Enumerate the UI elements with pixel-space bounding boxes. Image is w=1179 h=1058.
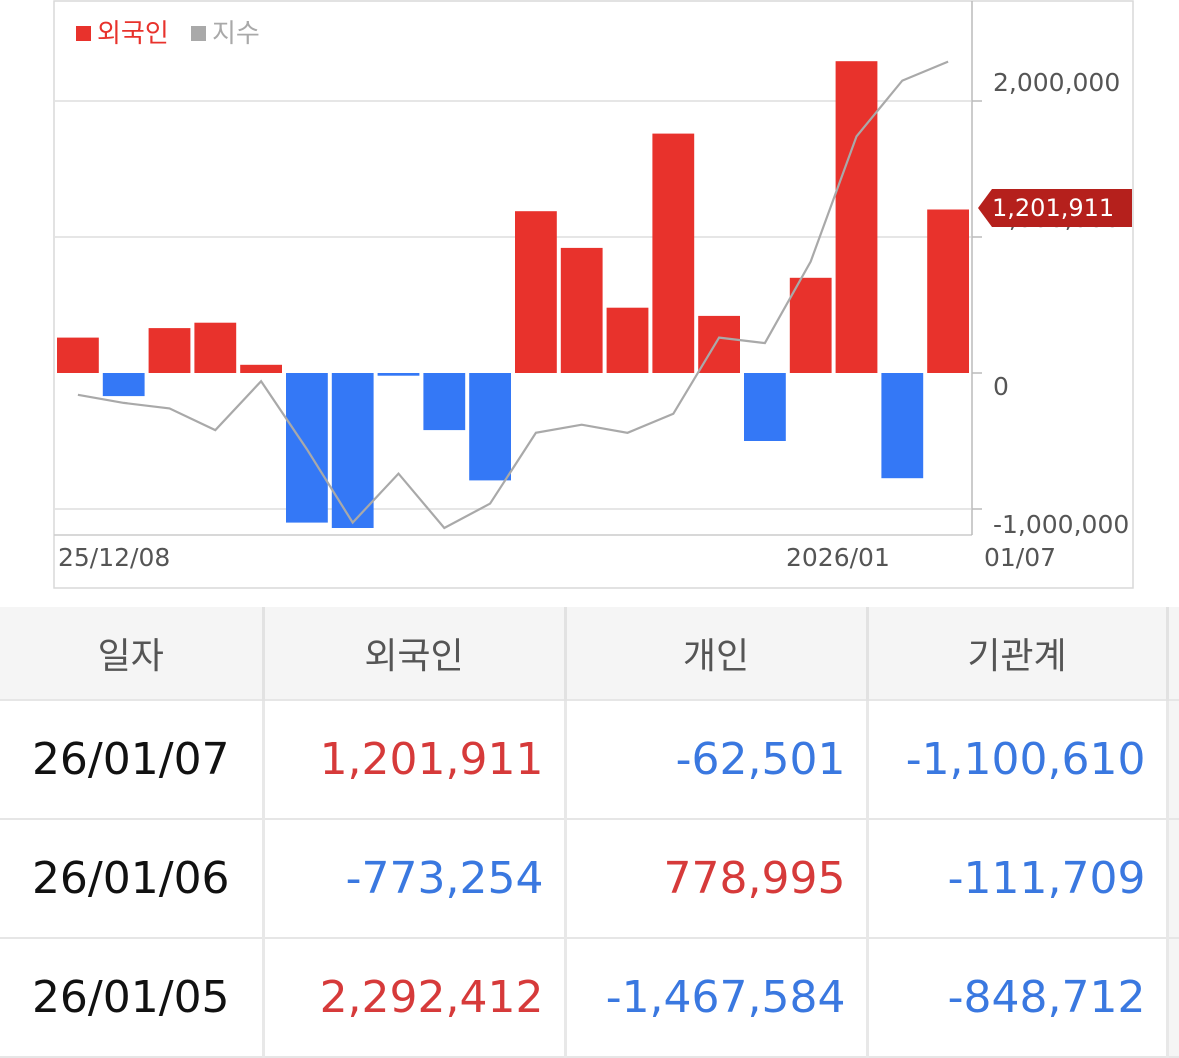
individual-cell: -1,467,584 xyxy=(565,938,869,1058)
bar-foreign xyxy=(789,277,832,373)
x-label-end: 01/07 xyxy=(984,543,1056,572)
bar-foreign xyxy=(331,373,374,528)
x-label-start: 25/12/08 xyxy=(58,543,170,572)
y-tick-label: -1,000,000 xyxy=(993,510,1129,539)
institution-cell: -111,709 xyxy=(867,819,1169,939)
table-row: 26/01/07 1,201,911 -62,501 -1,100,610 xyxy=(0,700,1179,820)
legend-swatch-foreign xyxy=(76,26,91,41)
foreign-cell: -773,254 xyxy=(263,819,567,939)
bar-foreign xyxy=(240,364,282,373)
foreign-cell: 2,292,412 xyxy=(263,938,567,1058)
last-value-tag-shape xyxy=(978,189,1132,227)
header-institution: 기관계 xyxy=(867,607,1169,701)
date-cell: 26/01/05 xyxy=(0,938,265,1058)
bar-series xyxy=(57,61,969,528)
gridlines xyxy=(55,100,971,510)
bar-foreign xyxy=(652,133,695,373)
institution-cell: -848,712 xyxy=(867,938,1169,1058)
last-value-tag: 1,201,911 xyxy=(978,189,1132,227)
index-line-series xyxy=(77,60,949,530)
table-right-edge xyxy=(1167,700,1179,820)
institution-cell: -1,100,610 xyxy=(867,700,1169,820)
legend: 외국인 지수 xyxy=(76,19,260,49)
bar-foreign xyxy=(102,373,145,397)
bar-foreign xyxy=(927,209,969,373)
bar-foreign xyxy=(423,373,466,431)
bar-foreign xyxy=(148,328,191,373)
bar-foreign xyxy=(194,322,237,373)
table-right-edge xyxy=(1167,607,1179,701)
individual-cell: 778,995 xyxy=(565,819,869,939)
bar-foreign xyxy=(835,61,878,373)
individual-cell: -62,501 xyxy=(565,700,869,820)
header-foreign: 외국인 xyxy=(263,607,567,701)
bar-foreign xyxy=(515,211,557,373)
header-individual: 개인 xyxy=(565,607,869,701)
date-cell: 26/01/06 xyxy=(0,819,265,939)
bar-foreign xyxy=(377,373,420,376)
header-date: 일자 xyxy=(0,607,265,701)
legend-label-foreign: 외국인 xyxy=(97,19,169,49)
table-row: 26/01/05 2,292,412 -1,467,584 -848,712 xyxy=(0,938,1179,1058)
table-header-row: 일자 외국인 개인 기관계 xyxy=(0,607,1179,701)
bar-foreign xyxy=(560,247,603,373)
legend-swatch-index xyxy=(191,26,206,41)
table-right-edge xyxy=(1167,938,1179,1058)
last-value-label: 1,201,911 xyxy=(992,194,1114,222)
y-tick-label: 2,000,000 xyxy=(993,68,1120,97)
table-row: 26/01/06 -773,254 778,995 -111,709 xyxy=(0,819,1179,939)
y-tick-label: 0 xyxy=(993,372,1009,401)
foreign-cell: 1,201,911 xyxy=(263,700,567,820)
bar-foreign xyxy=(606,307,649,373)
bar-foreign xyxy=(57,337,99,373)
investor-flow-table: 일자 외국인 개인 기관계 26/01/07 1,201,911 -62,501… xyxy=(0,607,1179,1058)
legend-label-index: 지수 xyxy=(212,19,260,49)
bar-foreign xyxy=(469,373,511,481)
table-right-edge xyxy=(1167,819,1179,939)
index-line xyxy=(77,60,949,530)
bar-foreign xyxy=(698,315,740,373)
x-label-mid: 2026/01 xyxy=(786,543,890,572)
date-cell: 26/01/07 xyxy=(0,700,265,820)
bar-foreign xyxy=(744,373,786,441)
bar-foreign xyxy=(881,373,924,479)
